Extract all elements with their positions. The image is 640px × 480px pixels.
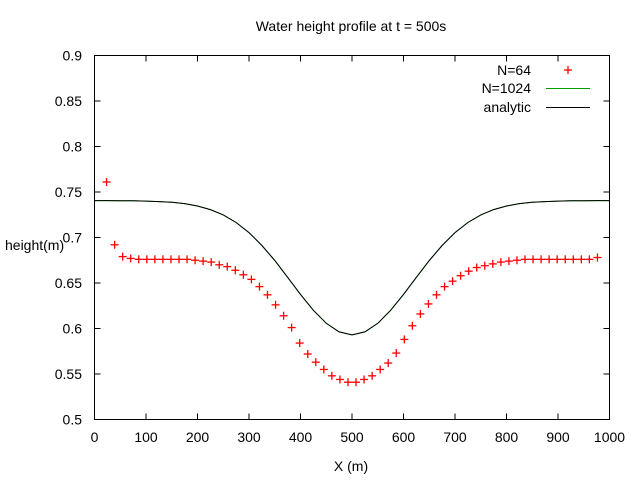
x-axis-label: X (m) [334,458,368,474]
data-point-n64 [223,262,232,271]
data-point-n64 [368,371,377,380]
data-point-n64 [166,255,175,264]
data-point-n64 [319,365,328,374]
data-point-n64 [207,258,216,267]
data-point-n64 [504,257,513,266]
series-line-n1024 [94,200,610,336]
data-point-n64 [110,240,119,249]
data-point-n64 [496,258,505,267]
data-point-n64 [327,371,336,380]
x-tick-label: 500 [340,429,364,445]
data-point-n64 [456,271,465,280]
data-point-n64 [231,266,240,275]
series-line-analytic [94,200,610,336]
data-point-n64 [263,290,272,299]
y-tick-label: 0.85 [55,93,82,109]
y-tick-label: 0.5 [63,412,83,428]
legend-marker-n64 [564,66,572,74]
data-point-n64 [150,255,159,264]
data-point-n64 [279,311,288,320]
data-point-n64 [352,378,361,387]
data-point-n64 [215,260,224,269]
legend-label-n64: N=64 [497,62,531,78]
data-point-n64 [537,255,546,264]
data-point-n64 [376,365,385,374]
data-point-n64 [512,256,521,265]
data-point-n64 [464,267,473,276]
data-point-n64 [408,321,417,330]
data-point-n64 [303,349,312,358]
x-tick-label: 100 [134,429,158,445]
y-tick-label: 0.8 [63,139,83,155]
data-point-n64 [392,349,401,358]
x-tick-label: 800 [495,429,519,445]
data-point-n64 [569,255,578,264]
x-tick-label: 700 [443,429,467,445]
y-tick-label: 0.7 [63,230,83,246]
data-point-n64 [577,255,586,264]
data-point-n64 [432,290,441,299]
data-point-n64 [255,282,264,291]
data-point-n64 [134,255,143,264]
chart-title: Water height profile at t = 500s [256,18,447,34]
data-point-n64 [271,300,280,309]
data-point-n64 [424,299,433,308]
data-point-n64 [118,252,127,261]
legend-label-n1024: N=1024 [482,80,532,96]
data-point-n64 [472,263,481,272]
data-point-n64 [126,254,135,263]
x-tick-label: 400 [289,429,313,445]
data-point-n64 [488,259,497,268]
data-point-n64 [448,277,457,286]
data-point-n64 [311,358,320,367]
data-point-n64 [335,375,344,384]
data-point-n64 [199,257,208,266]
data-point-n64 [183,255,192,264]
data-point-n64 [553,255,562,264]
x-tick-label: 1000 [594,429,625,445]
legend-label-analytic: analytic [484,99,531,115]
data-point-n64 [158,255,167,264]
legend: N=64 N=1024 analytic [482,62,590,115]
y-tick-label: 0.55 [55,366,82,382]
y-tick-label: 0.65 [55,275,82,291]
data-point-n64 [175,255,184,264]
data-point-n64 [561,255,570,264]
x-tick-label: 0 [91,429,99,445]
data-point-n64 [416,309,425,318]
x-tick-label: 300 [237,429,261,445]
data-point-n64 [295,339,304,348]
data-point-n64 [593,253,602,262]
data-point-n64 [585,255,594,264]
data-point-n64 [529,255,538,264]
data-point-n64 [360,375,369,384]
data-point-n64 [400,335,409,344]
data-point-n64 [343,378,352,387]
y-tick-label: 0.75 [55,184,82,200]
data-point-n64 [247,275,256,284]
data-point-n64 [520,255,529,264]
data-point-n64 [142,255,151,264]
x-tick-label: 200 [186,429,210,445]
data-point-n64 [287,323,296,332]
data-point-n64 [545,255,554,264]
data-point-n64 [480,261,489,270]
x-tick-label: 900 [546,429,570,445]
y-tick-label: 0.9 [63,48,83,64]
y-axis-label: height(m) [5,237,64,253]
x-tick-label: 600 [392,429,416,445]
data-point-n64 [191,256,200,265]
plot-frame [94,55,610,420]
y-tick-label: 0.6 [63,321,83,337]
data-point-n64 [239,270,248,279]
data-point-n64 [102,177,111,186]
data-point-n64 [440,282,449,291]
data-point-n64 [384,359,393,368]
